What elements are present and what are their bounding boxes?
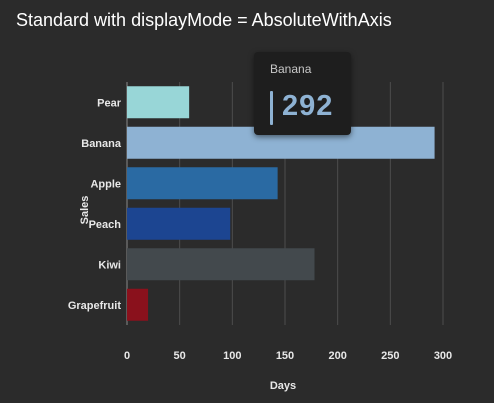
x-tick-label: 100 — [223, 350, 241, 362]
tooltip-value: 292 — [282, 90, 334, 122]
gridlines — [126, 82, 444, 325]
y-tick-label: Apple — [90, 178, 121, 190]
tooltip-color-marker — [270, 91, 273, 125]
bar-pear[interactable] — [127, 86, 190, 119]
y-tick-labels: Pear Banana Apple Peach Kiwi Grapefruit — [68, 97, 122, 312]
x-tick-label: 250 — [381, 350, 399, 362]
x-tick-label: 150 — [276, 350, 294, 362]
y-tick-label: Banana — [81, 138, 122, 150]
bar-kiwi[interactable] — [127, 248, 315, 281]
x-tick-labels: 0 50 100 150 200 250 300 — [124, 350, 452, 362]
y-tick-label: Pear — [97, 97, 122, 109]
x-axis-title: Days — [270, 380, 296, 392]
chart-title: Standard with displayMode = AbsoluteWith… — [16, 10, 392, 30]
tooltip: Banana 292 — [254, 52, 351, 135]
bar-grapefruit[interactable] — [127, 288, 149, 321]
x-tick-label: 200 — [328, 350, 346, 362]
y-axis-title: Sales — [79, 196, 91, 225]
x-tick-label: 0 — [124, 350, 130, 362]
bar-apple[interactable] — [127, 167, 278, 200]
tooltip-label: Banana — [270, 62, 312, 76]
x-tick-label: 300 — [434, 350, 452, 362]
bar-peach[interactable] — [127, 207, 231, 240]
x-tick-label: 50 — [174, 350, 186, 362]
y-tick-label: Kiwi — [98, 259, 121, 271]
y-tick-label: Peach — [89, 219, 122, 231]
y-tick-label: Grapefruit — [68, 300, 122, 312]
